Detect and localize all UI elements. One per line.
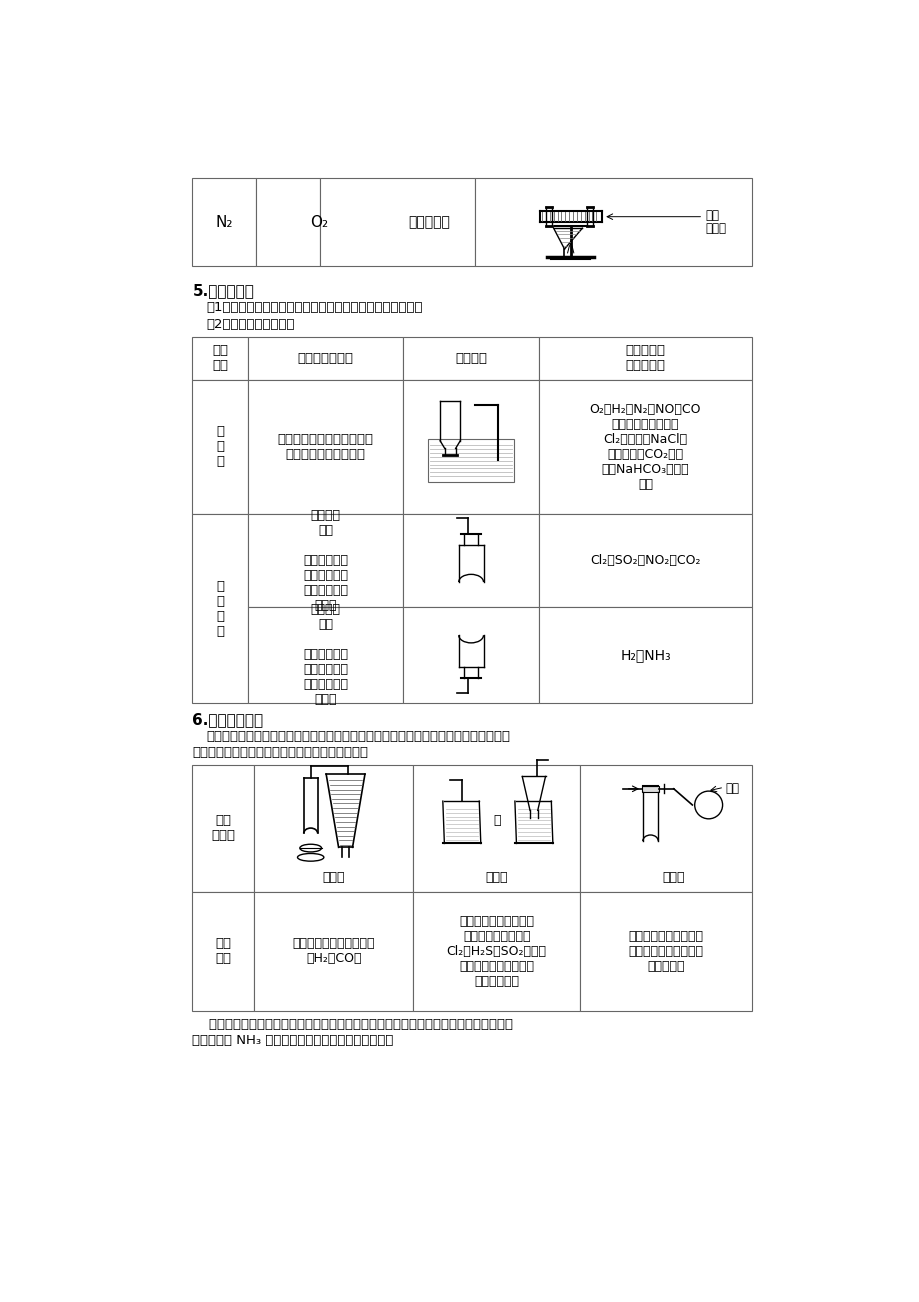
Bar	[192, 178, 255, 267]
Text: 注意：对于溶解度很大的气体，吸收时应防止倒吸。常见的防倒吸装置还有如下几种改: 注意：对于溶解度很大的气体，吸收时应防止倒吸。常见的防倒吸装置还有如下几种改	[192, 1018, 513, 1031]
Text: 有危险或有污染的气体
均可用此法（只适用于
少量气体）: 有危险或有污染的气体 均可用此法（只适用于 少量气体）	[628, 930, 703, 973]
Bar	[255, 892, 413, 1010]
Text: 收集气体的类型: 收集气体的类型	[298, 352, 354, 365]
Bar	[403, 514, 539, 607]
Bar	[539, 337, 751, 380]
Text: O₂: O₂	[311, 215, 328, 229]
Text: H₂、NH₃: H₂、NH₃	[619, 648, 670, 661]
Bar	[474, 178, 751, 267]
Bar	[248, 607, 403, 703]
Ellipse shape	[300, 844, 321, 852]
Bar	[403, 337, 539, 380]
Text: 难溶于液体或微溶于液体，
又不与液体反应的气体: 难溶于液体或微溶于液体， 又不与液体反应的气体	[278, 432, 373, 461]
Text: 难溶于液体的易燃气体，
如H₂、CO等: 难溶于液体的易燃气体， 如H₂、CO等	[292, 937, 375, 965]
Text: 收集装置: 收集装置	[455, 352, 486, 365]
Text: 或: 或	[493, 814, 500, 827]
Text: 排
空
气
法: 排 空 气 法	[216, 579, 224, 638]
Text: 进装置（以 NH₃ 的吸收为例，未注明的液体为水）。: 进装置（以 NH₃ 的吸收为例，未注明的液体为水）。	[192, 1034, 393, 1047]
Bar	[539, 380, 751, 514]
Text: 玻璃管: 玻璃管	[705, 221, 726, 234]
Text: 灼热的铜网: 灼热的铜网	[407, 215, 449, 229]
Text: 收集
方法: 收集 方法	[212, 344, 228, 372]
Text: 向上排空
气法

相对分子质量
大于空气平均
相对分子质量
的气体: 向上排空 气法 相对分子质量 大于空气平均 相对分子质量 的气体	[303, 509, 348, 612]
Text: 易溶于液体或能与液体
发生反应的气体，如
Cl₂、H₂S、SO₂等。在
设计装置时，需考虑是
否会发生倒吸: 易溶于液体或能与液体 发生反应的气体，如 Cl₂、H₂S、SO₂等。在 设计装置…	[447, 915, 546, 988]
Bar	[255, 178, 319, 267]
Text: Cl₂、SO₂、NO₂、CO₂: Cl₂、SO₂、NO₂、CO₂	[590, 553, 700, 566]
Text: 向下排空
气法

相对分子质量
小于空气平均
相对分子质量
的气体: 向下排空 气法 相对分子质量 小于空气平均 相对分子质量 的气体	[303, 603, 348, 706]
Text: 气球: 气球	[724, 783, 738, 796]
Bar	[539, 514, 751, 607]
Bar	[413, 764, 579, 892]
Bar	[255, 764, 413, 892]
Bar	[428, 439, 513, 482]
Text: 6.尾气处理装置: 6.尾气处理装置	[192, 712, 264, 728]
Bar	[403, 380, 539, 514]
Ellipse shape	[297, 854, 323, 861]
Bar	[192, 380, 248, 514]
Text: 硬质: 硬质	[705, 210, 719, 223]
Bar	[248, 337, 403, 380]
Text: 尾气中若含有易燃、易爆、有毒或有刺激性气味的气体，需增加尾气处理装置，防止气: 尾气中若含有易燃、易爆、有毒或有刺激性气味的气体，需增加尾气处理装置，防止气	[206, 730, 510, 743]
Text: 体排入空气中污染环境。常见尾气处理装置如下：: 体排入空气中污染环境。常见尾气处理装置如下：	[192, 746, 369, 759]
Bar	[248, 514, 403, 607]
Text: 5.气体的收集: 5.气体的收集	[192, 284, 254, 298]
Text: 吸收式: 吸收式	[485, 871, 507, 884]
Bar	[192, 892, 255, 1010]
Text: 排
液
法: 排 液 法	[216, 426, 224, 469]
Text: O₂、H₂、N₂、NO、CO
等可用排水法收集，
Cl₂用排饱和NaCl溶
液法收集、CO₂用排
饱和NaHCO₃溶液法
收集: O₂、H₂、N₂、NO、CO 等可用排水法收集， Cl₂用排饱和NaCl溶 液法…	[589, 402, 700, 491]
Bar	[641, 785, 658, 792]
Text: 装置
示意图: 装置 示意图	[211, 814, 235, 842]
Bar	[192, 514, 248, 703]
Bar	[413, 892, 579, 1010]
Text: 收集式: 收集式	[662, 871, 685, 884]
Bar	[248, 380, 403, 514]
Text: 适用
气体: 适用 气体	[215, 937, 232, 965]
Bar	[403, 607, 539, 703]
Bar	[319, 178, 474, 267]
Bar	[539, 607, 751, 703]
Text: （2）收集装置基本类型: （2）收集装置基本类型	[206, 319, 295, 332]
Bar	[192, 337, 248, 380]
Bar	[192, 764, 255, 892]
Text: 点燃式: 点燃式	[323, 871, 345, 884]
Text: N₂: N₂	[215, 215, 233, 229]
Text: 可收集的气
体（举例）: 可收集的气 体（举例）	[625, 344, 664, 372]
Text: （1）设计原则：根据气体的溶解性或密度来选择收集装置。: （1）设计原则：根据气体的溶解性或密度来选择收集装置。	[206, 302, 423, 314]
Bar	[579, 764, 751, 892]
Bar	[579, 892, 751, 1010]
Circle shape	[694, 792, 721, 819]
